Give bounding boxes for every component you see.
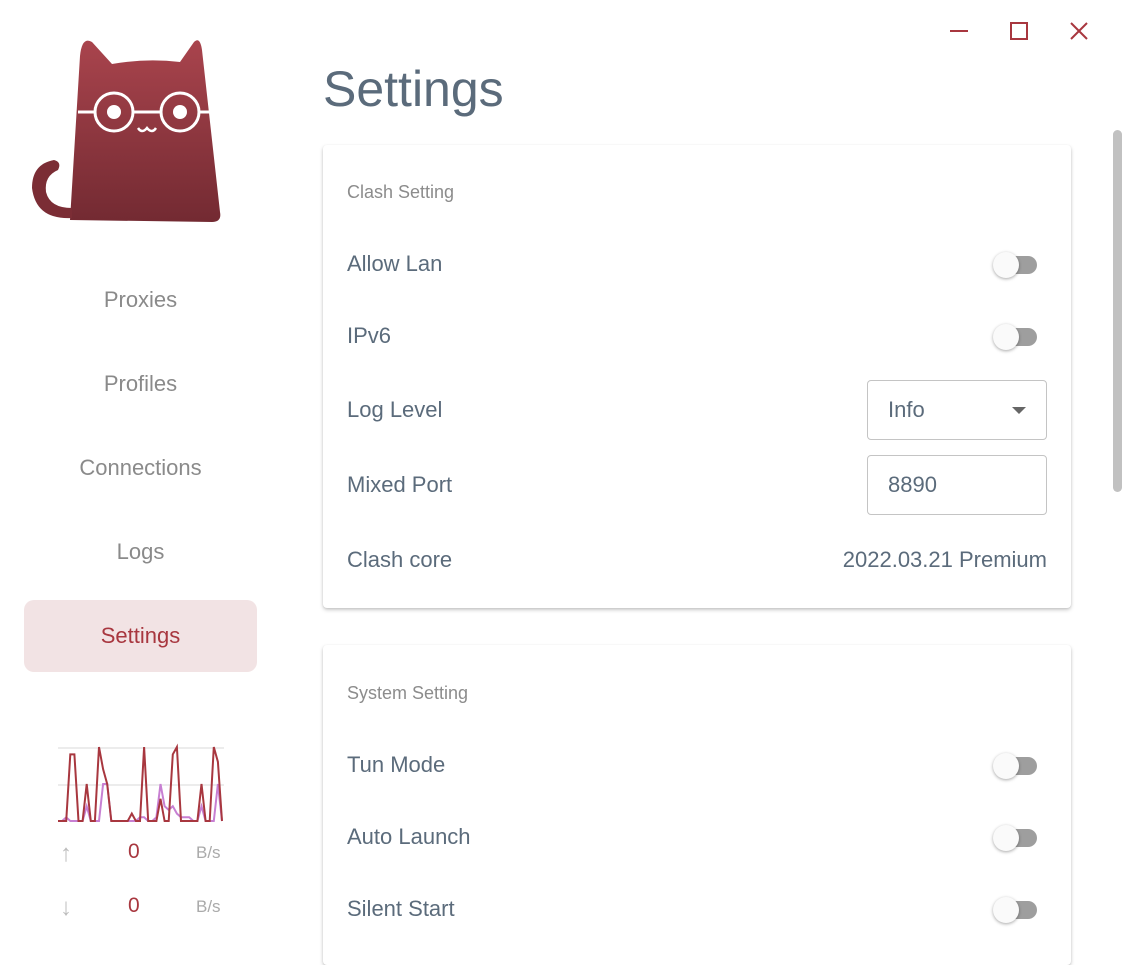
ipv6-toggle[interactable]: [991, 321, 1047, 351]
mixed-port-row: Mixed Port: [347, 455, 1047, 515]
clash-setting-card: Clash Setting Allow Lan IPv6 Log Level I…: [323, 145, 1071, 608]
allow-lan-row: Allow Lan: [347, 244, 1047, 284]
upload-value: 0: [128, 840, 140, 863]
log-level-select[interactable]: Info: [867, 380, 1047, 440]
sidebar-item-label: Profiles: [103, 371, 178, 396]
allow-lan-label: Allow Lan: [347, 251, 443, 276]
maximize-button[interactable]: [1000, 14, 1038, 48]
page-title: Settings: [323, 61, 504, 117]
sidebar-item-label: Logs: [116, 539, 165, 564]
mixed-port-label: Mixed Port: [347, 472, 453, 497]
tun-mode-label: Tun Mode: [347, 752, 446, 777]
minimize-button[interactable]: [940, 14, 978, 48]
sidebar-item-logs[interactable]: Logs: [24, 516, 257, 588]
auto-launch-toggle[interactable]: [991, 822, 1047, 852]
download-unit: B/s: [196, 897, 221, 916]
sidebar-item-connections[interactable]: Connections: [24, 432, 257, 504]
log-level-row: Log Level Info: [347, 380, 1047, 440]
traffic-graph: [58, 743, 224, 822]
upload-speed: ↑ 0 B/s: [56, 840, 236, 870]
clash-cat-logo: [32, 40, 221, 223]
system-setting-card: System Setting Tun Mode Auto Launch Sile…: [323, 645, 1071, 965]
sidebar-item-label: Proxies: [103, 287, 178, 312]
sidebar-item-label: Connections: [79, 455, 202, 480]
ipv6-label: IPv6: [347, 323, 392, 348]
arrow-down-icon: ↓: [60, 894, 72, 921]
close-icon: [1070, 22, 1088, 40]
silent-start-label: Silent Start: [347, 896, 455, 921]
window-controls: [940, 14, 1098, 48]
card-title: System Setting: [347, 683, 469, 703]
minimize-icon: [950, 30, 968, 32]
download-value: 0: [128, 894, 140, 917]
sidebar: Proxies Profiles Connections Logs Settin…: [0, 0, 282, 937]
scrollbar[interactable]: [1113, 130, 1122, 492]
tun-mode-toggle[interactable]: [991, 750, 1047, 780]
clash-core-row: Clash core 2022.03.21 Premium: [347, 540, 1047, 580]
close-button[interactable]: [1060, 14, 1098, 48]
tun-mode-row: Tun Mode: [347, 745, 1047, 785]
auto-launch-label: Auto Launch: [347, 824, 471, 849]
clash-core-label: Clash core: [347, 547, 453, 572]
upload-unit: B/s: [196, 843, 221, 862]
sidebar-item-label: Settings: [100, 623, 181, 648]
silent-start-toggle[interactable]: [991, 894, 1047, 924]
maximize-icon: [1010, 22, 1028, 40]
clash-core-version: 2022.03.21 Premium: [842, 547, 1047, 572]
arrow-up-icon: ↑: [60, 840, 72, 867]
ipv6-row: IPv6: [347, 316, 1047, 356]
download-speed: ↓ 0 B/s: [56, 894, 236, 924]
silent-start-row: Silent Start: [347, 889, 1047, 929]
log-level-label: Log Level: [347, 397, 443, 422]
upload-traffic-line: [58, 743, 223, 822]
card-title: Clash Setting: [347, 182, 455, 202]
mixed-port-input[interactable]: [867, 455, 1047, 515]
log-level-value: Info: [888, 397, 925, 422]
sidebar-item-proxies[interactable]: Proxies: [24, 264, 257, 336]
auto-launch-row: Auto Launch: [347, 817, 1047, 857]
dropdown-caret-icon: [1012, 406, 1026, 414]
sidebar-item-profiles[interactable]: Profiles: [24, 348, 257, 420]
allow-lan-toggle[interactable]: [991, 249, 1047, 279]
sidebar-item-settings[interactable]: Settings: [24, 600, 257, 672]
